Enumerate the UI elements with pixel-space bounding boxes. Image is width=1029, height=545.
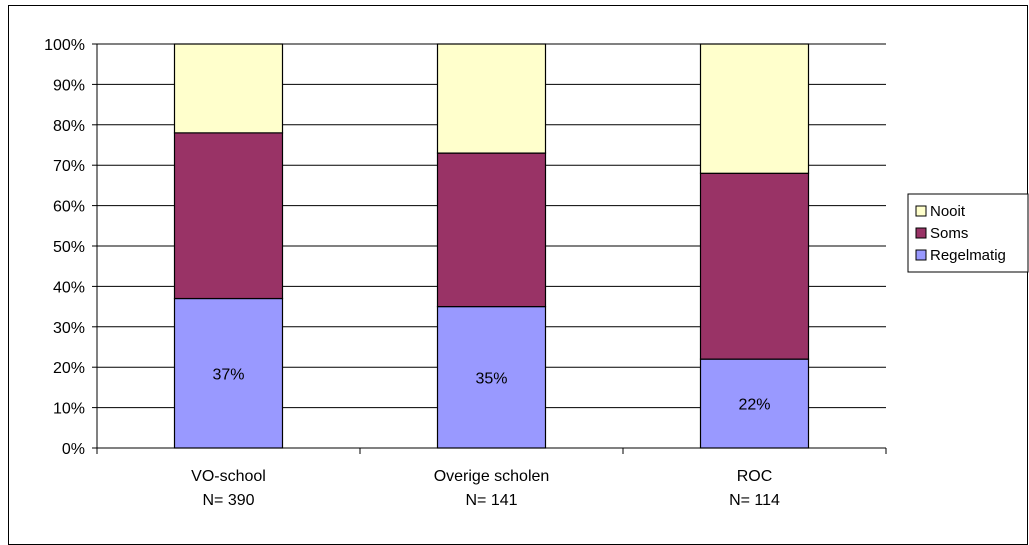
y-tick-label: 10% [53, 401, 85, 418]
y-tick-label: 20% [53, 360, 85, 377]
legend-box [907, 193, 1029, 273]
y-tick-label: 100% [44, 37, 85, 54]
legend-label-regelmatig: Regelmatig [930, 247, 1006, 264]
bar-segment-nooit [699, 43, 810, 174]
category-label: VO-school [191, 468, 266, 485]
category-label: Overige scholen [434, 468, 550, 485]
bar-segment-regelmatig [436, 306, 547, 449]
y-tick-label: 0% [62, 441, 85, 458]
data-label: 35% [475, 370, 507, 387]
bar-segment-regelmatig [699, 358, 810, 449]
y-tick-label: 70% [53, 158, 85, 175]
bar-segment-soms [436, 152, 547, 308]
y-tick-label: 40% [53, 279, 85, 296]
bar-segment-nooit [436, 43, 547, 154]
y-tick-label: 90% [53, 77, 85, 94]
category-count-label: N= 141 [465, 492, 517, 509]
legend-label-nooit: Nooit [930, 203, 966, 220]
legend-label-soms: Soms [930, 225, 968, 242]
labels: 0% 10% 20% 30% 40% 50% 60% 70% 80% 90% 100% 37% VO-s… [44, 37, 780, 509]
data-label: 37% [212, 366, 244, 383]
bar-segment-nooit [173, 43, 284, 134]
y-tick-label: 60% [53, 199, 85, 216]
category-count-label: N= 114 [729, 492, 780, 509]
legend-swatch-soms [915, 227, 927, 239]
bars [173, 43, 810, 449]
legend-swatch-regelmatig [915, 249, 927, 261]
y-tick-label: 80% [53, 118, 85, 135]
bar-segment-soms [699, 172, 810, 360]
bar-segment-regelmatig [173, 297, 284, 449]
y-tick-label: 50% [53, 239, 85, 256]
legend-swatch-nooit [915, 205, 927, 217]
category-count-label: N= 390 [202, 492, 254, 509]
bar-segment-soms [173, 132, 284, 300]
category-label: ROC [737, 468, 773, 485]
legend: Nooit Soms Regelmatig [907, 193, 1029, 273]
data-label: 22% [738, 397, 770, 414]
y-tick-label: 30% [53, 320, 85, 337]
axes [92, 43, 887, 454]
